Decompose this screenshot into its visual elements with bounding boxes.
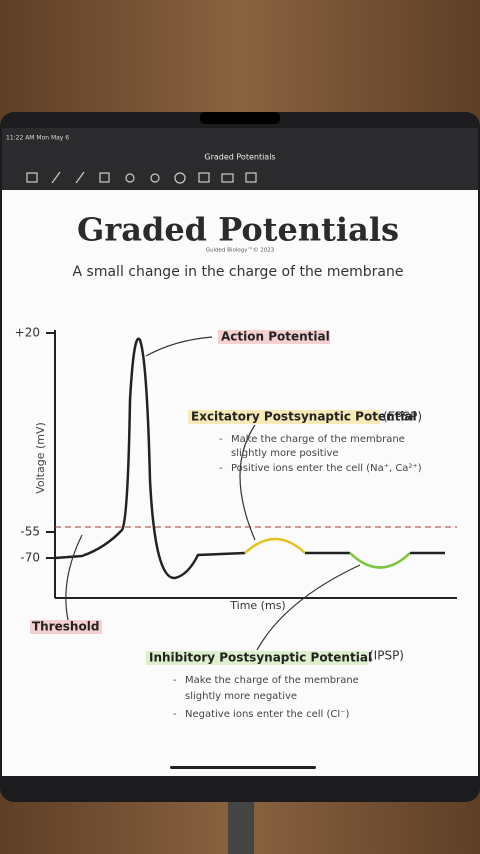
tool-icons[interactable] (26, 171, 257, 184)
arrows (65, 336, 361, 651)
y-axis-label: Voltage (mV) (34, 422, 47, 494)
highlight (188, 410, 380, 424)
credit: Guided Biology™© 2023 (206, 247, 275, 254)
highlight (30, 620, 102, 634)
axes (46, 330, 457, 599)
y-label: +20 (15, 326, 40, 340)
toolbar (2, 128, 478, 190)
membrane-curve (54, 337, 246, 580)
highlight (218, 330, 330, 344)
status-time: 11:22 AM Mon May 6 (6, 135, 69, 142)
epsp-bullet: slightly more positive (231, 448, 339, 459)
ipsp-bullet: Make the charge of the membrane (185, 675, 359, 686)
epsp-bullet: Positive ions enter the cell (Na⁺, Ca²⁺) (231, 463, 422, 474)
y-label: -55 (20, 525, 40, 539)
y-label: -70 (20, 551, 40, 565)
epsp-bump (244, 537, 306, 554)
ipsp-dip (349, 552, 411, 569)
title: Graded Potentials (77, 211, 399, 249)
highlight (146, 651, 368, 665)
threshold-label: Threshold (32, 620, 99, 634)
action-potential-label: Action Potential (221, 330, 330, 344)
bullet-dash: - (173, 675, 177, 686)
bullet-dash: - (219, 434, 223, 445)
camera (200, 112, 280, 124)
ipsp-abbr: (IPSP) (369, 649, 404, 663)
bullet-dash: - (173, 709, 177, 720)
home-indicator (170, 766, 316, 769)
bullet-dash: - (219, 463, 223, 474)
epsp-bullet: Make the charge of the membrane (231, 434, 405, 445)
ipsp-bullet: slightly more negative (185, 691, 297, 702)
ipsp-bullet: Negative ions enter the cell (Cl⁻) (185, 709, 349, 720)
epsp-abbr: (EPSP) (383, 410, 422, 424)
ipsp-title: Inhibitory Postsynaptic Potential (149, 651, 372, 665)
subtitle: A small change in the charge of the memb… (73, 264, 404, 280)
x-axis-label: Time (ms) (229, 599, 285, 612)
doc-title[interactable]: Graded Potentials (204, 153, 275, 162)
epsp-title: Excitatory Postsynaptic Potential (191, 410, 417, 424)
